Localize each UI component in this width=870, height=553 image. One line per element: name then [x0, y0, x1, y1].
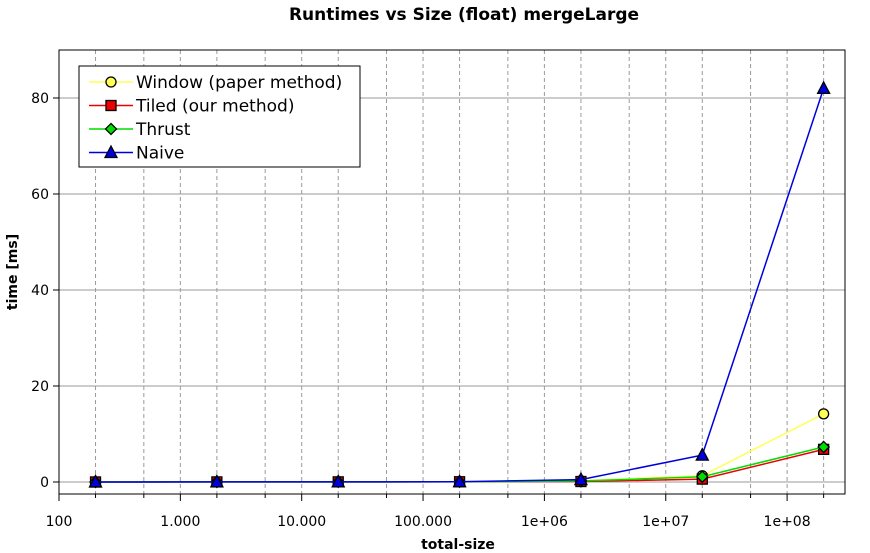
x-axis: 100 1.000 10.000 100.000 1e+06 1e+07 1e+08 — [46, 494, 825, 530]
legend-marker — [103, 144, 119, 159]
data-point — [331, 473, 346, 488]
x-tick-label: 100.000 — [394, 514, 452, 530]
x-tick-label: 1e+06 — [521, 514, 568, 530]
legend: Window (paper method) Tiled (our method) T… — [78, 65, 361, 168]
y-tick-label: 80 — [31, 91, 49, 107]
x-tick-label: 1e+08 — [764, 514, 811, 530]
y-tick-label: 0 — [40, 475, 49, 491]
x-tick-label: 10.000 — [277, 514, 326, 530]
series-layer — [88, 80, 831, 489]
y-axis-label: time [ms] — [5, 234, 21, 310]
y-tick-label: 40 — [31, 283, 49, 299]
x-tick-label: 100 — [46, 514, 73, 530]
y-tick-label: 20 — [31, 379, 49, 395]
legend-marker — [104, 122, 118, 136]
legend-label: Thrust — [135, 120, 191, 140]
data-point — [88, 474, 103, 488]
data-point — [817, 408, 830, 420]
x-axis-label: total-size — [421, 537, 495, 553]
y-axis: 0 20 40 60 80 — [31, 91, 59, 491]
x-tick-label: 1e+07 — [642, 514, 689, 530]
x-tick-label: 1.000 — [160, 514, 200, 530]
legend-label: Tiled (our method) — [135, 97, 294, 117]
data-point — [816, 80, 831, 95]
legend-label: Naive — [136, 144, 184, 164]
plot-area — [58, 49, 846, 495]
data-point — [695, 447, 710, 461]
data-point — [695, 470, 709, 484]
series-triangle — [88, 80, 831, 488]
chart-title: Runtimes vs Size (float) mergeLarge — [289, 5, 639, 25]
data-point — [573, 471, 589, 486]
data-point — [209, 473, 224, 488]
legend-marker — [105, 76, 117, 88]
data-point — [452, 473, 467, 488]
legend-marker — [105, 99, 117, 112]
y-tick-label: 60 — [31, 187, 49, 203]
legend-label: Window (paper method) — [136, 73, 342, 93]
data-point — [817, 440, 831, 454]
legend-box — [78, 65, 361, 168]
